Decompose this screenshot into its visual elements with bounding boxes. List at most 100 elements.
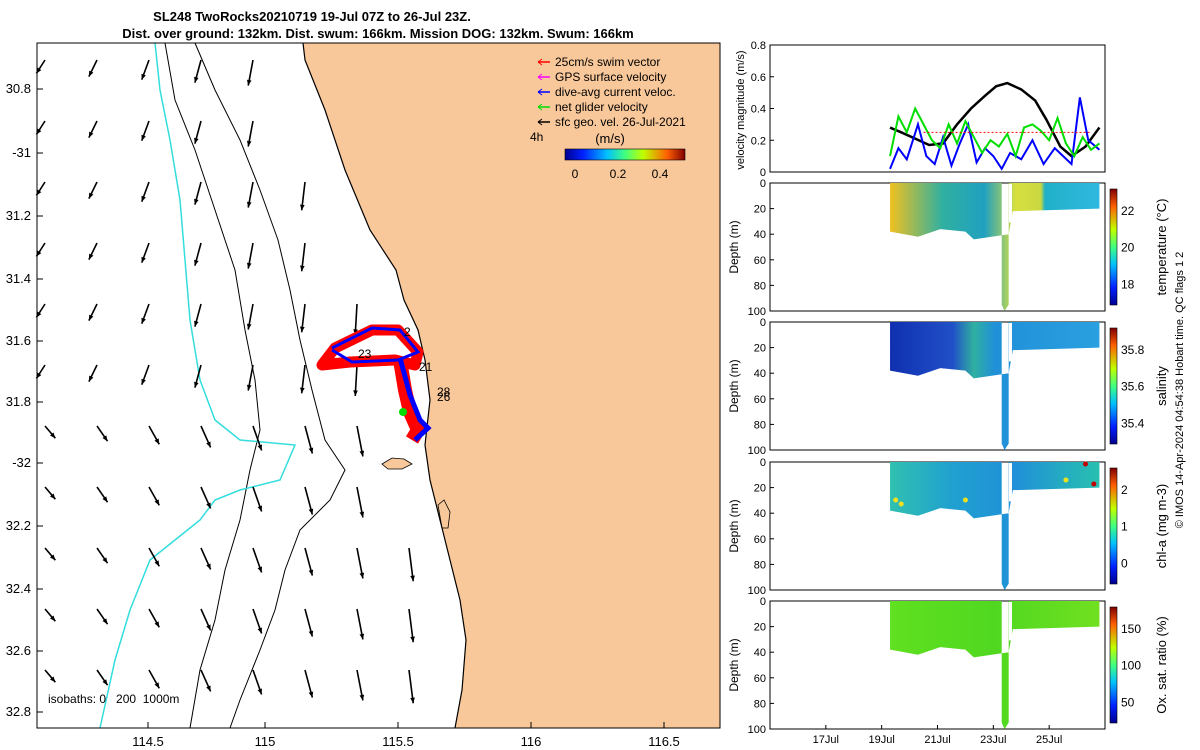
oxygen-y-tick-label-5: 100 xyxy=(748,724,766,736)
current-vector-head-45 xyxy=(246,140,252,147)
current-vector-head-4 xyxy=(36,311,42,318)
track-label-2: 2 xyxy=(404,325,411,339)
isobath-200m xyxy=(194,42,346,729)
temperature-colorbar-label: temperature (°C) xyxy=(1154,199,1169,296)
current-vector-head-57 xyxy=(300,326,305,333)
map-x-tick-label-0: 114.5 xyxy=(132,734,164,749)
map-y-tick-label-8: 32.4 xyxy=(6,581,31,596)
map-x-tick-label-2: 115.5 xyxy=(382,734,414,749)
current-vector-head-13 xyxy=(88,192,94,199)
oxygen-y-tick-label-4: 80 xyxy=(754,698,766,710)
current-vector-head-24 xyxy=(141,195,146,202)
isobath-1000m xyxy=(164,42,261,729)
current-vector-head-69 xyxy=(359,633,365,640)
dive-avg-current-south xyxy=(397,357,432,442)
salinity-colorbar-tick-0: 35.4 xyxy=(1121,416,1145,430)
time-tick-label-0: 17Jul xyxy=(813,734,839,746)
current-vector-head-40 xyxy=(206,502,211,509)
time-axis: 17Jul 19Jul 21Jul 23Jul 25Jul xyxy=(813,725,1062,746)
land-mass xyxy=(303,43,720,728)
salinity-y-tick-label-1: 20 xyxy=(754,343,766,355)
temperature-section-fill xyxy=(890,183,1100,311)
current-vector-head-27 xyxy=(141,378,146,385)
salinity-colorbar-label: salinity xyxy=(1154,366,1169,406)
temperature-colorbar-tick-1: 20 xyxy=(1121,241,1135,255)
current-vector-73 xyxy=(408,669,415,704)
velocity-series-2 xyxy=(889,106,1101,160)
chl-a-colorbar-label: chl-a (mg m-3) xyxy=(1154,484,1169,569)
current-vector-head-68 xyxy=(359,572,365,579)
salinity-section-fill xyxy=(890,322,1100,450)
current-vector-head-32 xyxy=(154,682,160,689)
temperature-ylabel: Depth (m) xyxy=(727,220,741,273)
oxygen-colorbar xyxy=(1109,606,1118,724)
chl-a-colorbar-tick-1: 1 xyxy=(1121,520,1128,534)
velocity-series-1 xyxy=(889,97,1101,171)
current-vector-head-52 xyxy=(257,566,262,573)
map-y-tick-label-0: 30.8 xyxy=(6,81,31,96)
current-vector-head-11 xyxy=(88,70,94,77)
credit-text: © IMOS 14-Apr-2024 04:54:38 Hobart time.… xyxy=(1174,252,1186,529)
map-y-tick-label-7: 32.2 xyxy=(6,518,31,533)
current-vector-head-71 xyxy=(410,575,415,582)
chl-a-y-tick-label-5: 100 xyxy=(748,585,766,597)
map-y-tick-label-3: 31.4 xyxy=(6,271,31,286)
current-vector-head-28 xyxy=(154,438,160,445)
current-vector-head-60 xyxy=(308,508,314,515)
current-vector-head-19 xyxy=(102,557,108,564)
current-vector-head-7 xyxy=(49,493,56,500)
current-vector-head-34 xyxy=(194,137,199,144)
current-vector-head-0 xyxy=(36,67,42,74)
temperature-colorbar-tick-0: 18 xyxy=(1121,277,1135,291)
rottnest-island xyxy=(381,457,413,470)
map-y-tick-label-5: 31.8 xyxy=(6,394,31,409)
current-vector-head-20 xyxy=(102,618,108,625)
legend-arrowhead-0 xyxy=(537,58,543,66)
current-vector-head-67 xyxy=(359,511,365,518)
current-vector-head-44 xyxy=(246,79,252,86)
current-vector-head-59 xyxy=(308,447,314,454)
legend-entry-3: net glider velocity xyxy=(555,100,648,114)
current-vector-head-49 xyxy=(246,384,252,391)
current-vector-head-70 xyxy=(359,694,365,701)
current-vector-head-50 xyxy=(257,444,262,451)
current-vector-head-3 xyxy=(36,250,42,257)
temperature-y-tick-label-3: 60 xyxy=(754,255,766,267)
chl-a-colorbar xyxy=(1109,467,1118,585)
temperature-y-tick-label-1: 20 xyxy=(754,204,766,216)
legend-entry-4: sfc geo. vel. 26-Jul-2021 xyxy=(555,115,686,129)
salinity-colorbar-tick-1: 35.6 xyxy=(1121,380,1145,394)
map-x-axis: 114.5 115 115.5 116 116.5 xyxy=(132,722,680,749)
map-x-tick-label-4: 116.5 xyxy=(648,734,680,749)
isobaths-label: isobaths: 0 200 1000m xyxy=(48,692,179,706)
map-y-tick-label-10: 32.8 xyxy=(6,704,31,719)
chl-a-section-fill xyxy=(890,462,1100,590)
chl-a-high-point-0 xyxy=(893,497,899,503)
interval-label: 4h xyxy=(530,130,543,144)
current-vector-head-39 xyxy=(206,441,211,448)
dive-avg-current-track xyxy=(331,326,421,364)
current-vector-head-33 xyxy=(194,76,199,83)
chl-a-y-tick-label-0: 0 xyxy=(760,457,766,469)
current-vector-head-5 xyxy=(36,372,42,379)
current-vector-head-9 xyxy=(49,615,56,622)
oxygen-y-tick-label-0: 0 xyxy=(760,596,766,608)
map-x-tick-label-1: 115 xyxy=(255,734,276,749)
current-vector-head-25 xyxy=(141,256,146,263)
current-vector-head-35 xyxy=(194,198,199,205)
current-vector-head-29 xyxy=(154,499,160,506)
colorbar-unit: (m/s) xyxy=(595,131,625,146)
velocity-y-tick-label-3: 0.6 xyxy=(751,72,766,84)
current-vector-head-21 xyxy=(102,679,108,686)
oxygen-y-tick-label-3: 60 xyxy=(754,673,766,685)
salinity-y-tick-label-5: 100 xyxy=(748,445,766,457)
current-vector-head-51 xyxy=(257,505,262,512)
colorbar-tick-0: 0 xyxy=(572,167,579,181)
coastline xyxy=(302,42,467,729)
salinity-y-tick-label-4: 80 xyxy=(754,419,766,431)
current-vector-head-16 xyxy=(88,375,94,382)
velocity-ylabel: velocity magnitude (m/s) xyxy=(735,50,747,169)
salinity-ylabel: Depth (m) xyxy=(727,359,741,412)
current-vector-head-58 xyxy=(300,387,305,394)
oxygen-y-tick-label-1: 20 xyxy=(754,622,766,634)
